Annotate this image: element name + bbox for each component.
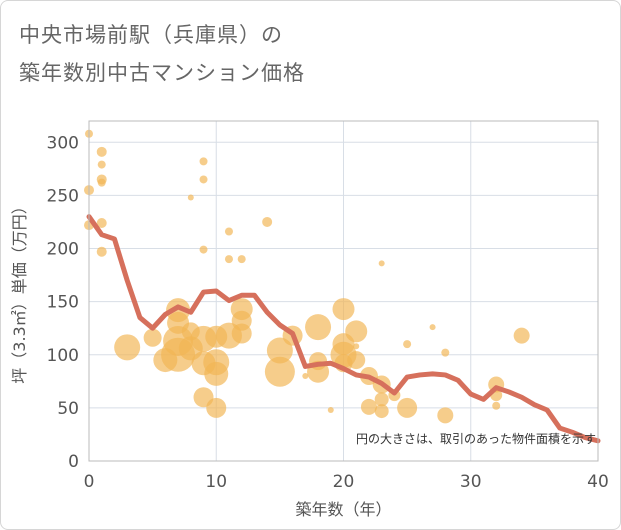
y-tick-label: 50 bbox=[57, 399, 79, 419]
chart-title-line-2: 築年数別中古マンション価格 bbox=[19, 61, 305, 85]
data-bubble bbox=[237, 255, 246, 264]
data-bubble bbox=[264, 356, 295, 387]
data-bubble bbox=[360, 398, 377, 415]
data-bubble bbox=[206, 397, 227, 418]
data-bubble bbox=[353, 343, 360, 350]
y-tick-label: 150 bbox=[47, 293, 79, 313]
data-bubble bbox=[96, 146, 107, 157]
data-bubble bbox=[204, 361, 229, 386]
y-tick-label: 300 bbox=[47, 133, 79, 153]
average-price-line bbox=[86, 214, 601, 444]
data-bubble bbox=[96, 246, 107, 257]
data-bubble bbox=[332, 298, 355, 321]
x-tick-label: 10 bbox=[205, 472, 227, 492]
data-bubble bbox=[224, 227, 233, 236]
x-tick-label: 40 bbox=[587, 472, 609, 492]
data-bubble bbox=[374, 404, 389, 419]
data-bubble bbox=[305, 314, 332, 341]
y-tick-label: 100 bbox=[47, 346, 79, 366]
x-tick-label: 20 bbox=[333, 472, 355, 492]
data-bubble bbox=[262, 216, 273, 227]
data-bubble bbox=[199, 245, 208, 254]
data-bubble bbox=[513, 327, 530, 344]
data-bubble bbox=[302, 373, 309, 379]
data-bubble bbox=[96, 218, 107, 228]
data-bubble bbox=[345, 320, 368, 343]
data-bubble bbox=[397, 397, 418, 418]
chart-title-line-1: 中央市場前駅（兵庫県）の bbox=[19, 23, 283, 47]
data-bubble bbox=[327, 407, 334, 413]
x-tick-label: 0 bbox=[84, 472, 95, 492]
data-bubble bbox=[187, 194, 194, 201]
data-bubble bbox=[266, 337, 293, 364]
data-bubble bbox=[224, 255, 233, 264]
data-bubble bbox=[374, 392, 389, 407]
data-bubble bbox=[114, 334, 141, 361]
data-bubble bbox=[97, 160, 106, 169]
y-tick-label: 250 bbox=[47, 186, 79, 206]
y-axis-ticks: 0 50 100 150 200 250 300 bbox=[47, 133, 79, 472]
data-bubble bbox=[199, 175, 208, 184]
data-bubble bbox=[231, 323, 252, 344]
y-axis-title: 坪（3.3㎡）単価（万円） bbox=[10, 198, 29, 383]
plot-border bbox=[88, 120, 599, 462]
y-tick-label: 200 bbox=[47, 240, 79, 260]
y-tick-label: 0 bbox=[68, 452, 79, 472]
average-line-path bbox=[86, 214, 601, 444]
data-bubble bbox=[97, 178, 106, 187]
data-bubble bbox=[378, 260, 385, 267]
data-bubble bbox=[403, 340, 412, 349]
data-bubble bbox=[143, 328, 162, 347]
x-axis-ticks: 0 10 20 30 40 bbox=[84, 472, 609, 492]
x-tick-label: 30 bbox=[460, 472, 482, 492]
data-bubble bbox=[492, 401, 501, 410]
bubble-size-note: 円の大きさは、取引のあった物件面積を示す bbox=[356, 431, 596, 446]
data-bubble bbox=[441, 348, 450, 357]
data-bubble bbox=[437, 407, 454, 424]
x-axis-title: 築年数（年） bbox=[295, 500, 391, 519]
data-bubble bbox=[199, 157, 208, 166]
data-bubble bbox=[347, 351, 366, 370]
data-bubble bbox=[429, 324, 436, 331]
